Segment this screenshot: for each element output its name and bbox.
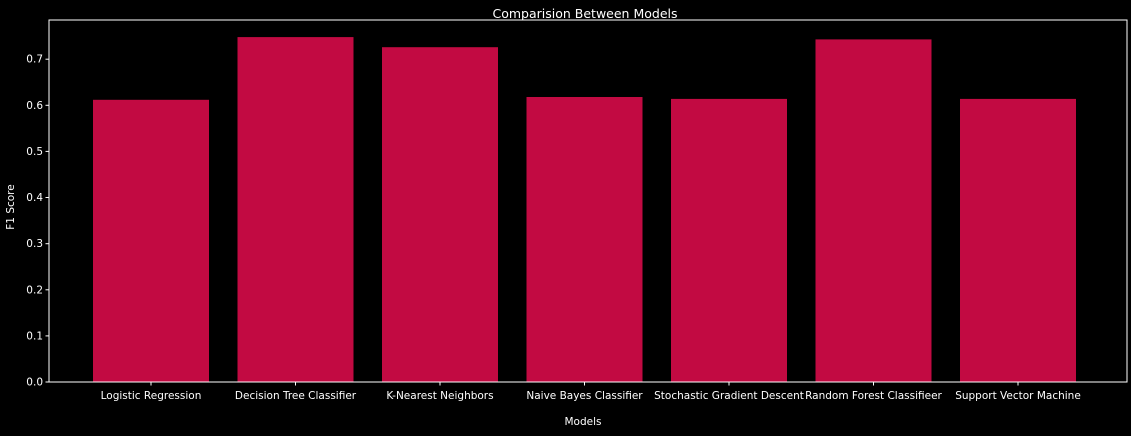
x-tick-label: Naive Bayes Classifier <box>526 390 643 402</box>
bar-6 <box>960 98 1076 383</box>
bar-3 <box>526 97 643 382</box>
bar-5 <box>815 39 932 383</box>
bar-0 <box>93 99 209 383</box>
y-tick-label: 0.0 <box>26 377 43 389</box>
y-tick-label: 0.5 <box>26 146 43 158</box>
x-axis-label: Models <box>565 416 602 428</box>
x-tick-label: Logistic Regression <box>101 390 202 402</box>
bar-1 <box>237 37 354 382</box>
bars-group <box>93 37 1076 383</box>
x-ticks-group: Logistic Regression Decision Tree Classif… <box>101 382 1081 402</box>
y-tick-label: 0.4 <box>26 192 43 204</box>
y-tick-label: 0.3 <box>26 238 43 250</box>
plot-frame <box>48 19 1128 383</box>
x-tick-label: Decision Tree Classifier <box>235 390 357 402</box>
y-ticks-group: 0.0 0.1 0.2 0.3 0.4 0.5 0.6 0.7 <box>26 54 49 389</box>
bar-2 <box>382 47 498 382</box>
y-tick-label: 0.1 <box>26 330 43 342</box>
y-axis-label: F1 Score <box>5 184 17 229</box>
bar-4 <box>671 98 787 383</box>
x-tick-label: Stochastic Gradient Descent <box>654 390 804 402</box>
y-tick-label: 0.7 <box>26 54 43 66</box>
x-tick-label: K-Nearest Neighbors <box>386 390 493 402</box>
chart-title: Comparision Between Models <box>493 6 678 21</box>
y-tick-label: 0.6 <box>26 100 43 112</box>
x-tick-label: Random Forest Classifieer <box>805 390 942 402</box>
y-tick-label: 0.2 <box>26 284 43 296</box>
x-tick-label: Support Vector Machine <box>955 390 1081 402</box>
